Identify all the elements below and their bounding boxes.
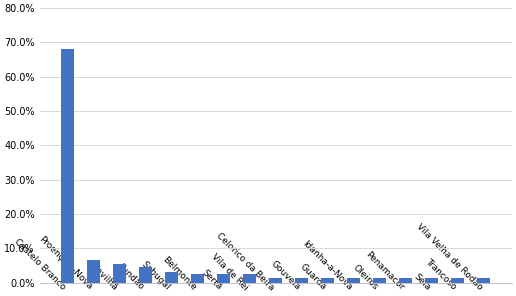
Bar: [217, 274, 230, 283]
Bar: [191, 274, 204, 283]
Bar: [61, 49, 74, 283]
Bar: [399, 278, 412, 283]
Bar: [321, 278, 334, 283]
Bar: [139, 267, 152, 283]
Bar: [243, 274, 256, 283]
Bar: [373, 278, 386, 283]
Bar: [347, 278, 360, 283]
Bar: [425, 278, 438, 283]
Bar: [269, 278, 282, 283]
Bar: [87, 260, 100, 283]
Bar: [165, 272, 178, 283]
Bar: [295, 278, 308, 283]
Bar: [452, 278, 464, 283]
Bar: [477, 278, 490, 283]
Bar: [113, 264, 126, 283]
